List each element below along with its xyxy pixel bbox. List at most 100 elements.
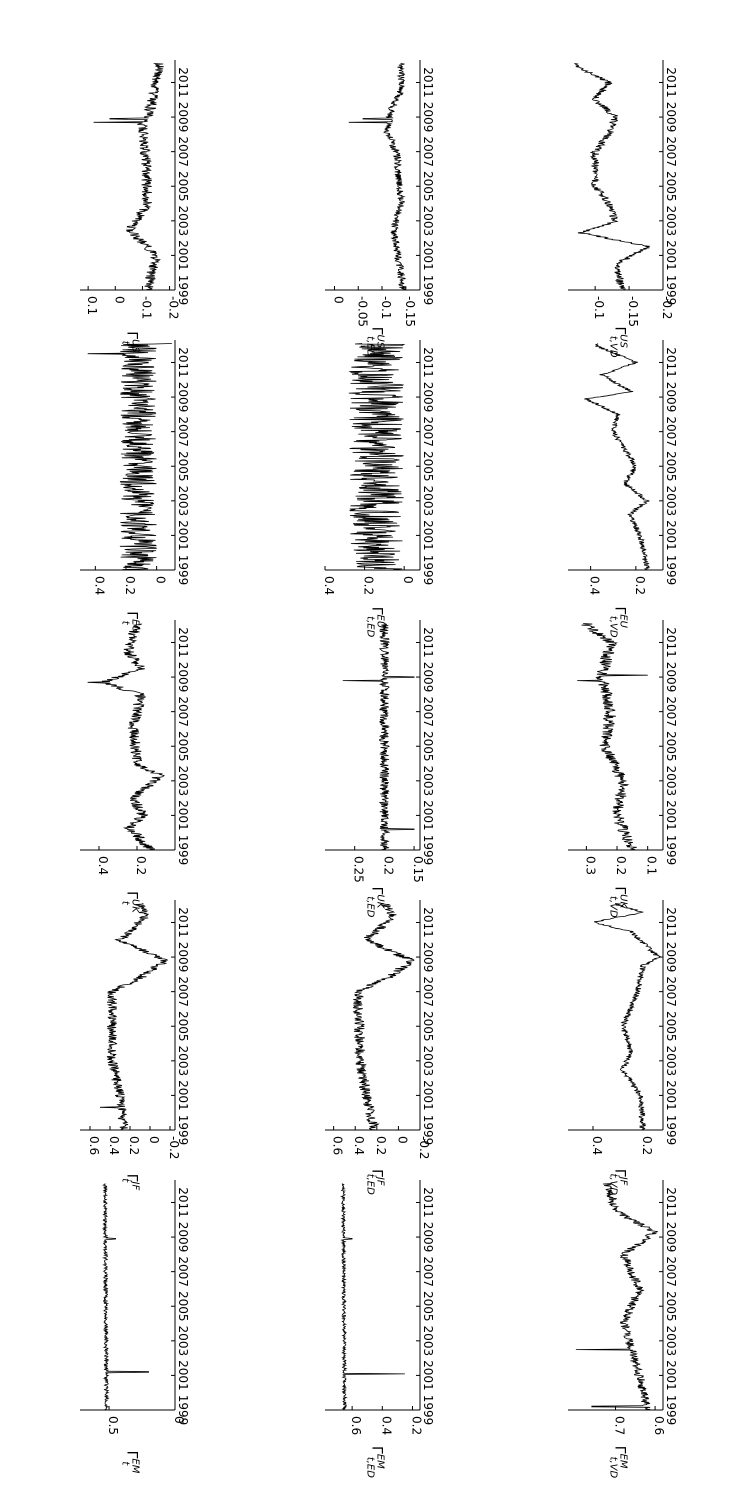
x-tick-label: 2005 (176, 451, 190, 482)
x-tick-label: 2001 (664, 520, 678, 551)
x-tick-label: 1999 (421, 835, 435, 866)
y-tick-label: 0.2 (362, 576, 376, 595)
y-tick-label: -0.05 (355, 296, 369, 327)
x-tick-label: 2003 (664, 486, 678, 517)
y-tick-label: -0.15 (403, 296, 417, 327)
x-tick-label: 2005 (421, 1291, 435, 1322)
x-tick-label: 2001 (421, 1360, 435, 1391)
x-tick-label: 2001 (664, 800, 678, 831)
x-tick-label: 2003 (664, 1326, 678, 1357)
x-tick-label: 2005 (664, 451, 678, 482)
series-line (575, 1183, 659, 1411)
series-line (340, 1183, 405, 1411)
panel-us-ted: 1999 2001 2003 2005 2007 2009 2011 0 -0.05 -0.1 -0… (325, 60, 435, 358)
x-tick-label: 2003 (176, 486, 190, 517)
x-tick-label: 2001 (421, 1080, 435, 1111)
x-tick-label: 2007 (664, 136, 678, 167)
series-line (93, 63, 164, 291)
y-tick-label: -0.1 (139, 296, 153, 319)
x-tick-label: 2011 (664, 907, 678, 938)
y-tick-label: 0 (154, 576, 168, 584)
y-tick-label: 0.4 (92, 576, 106, 595)
x-tick-label: 2009 (664, 662, 678, 693)
x-tick-label: 1999 (176, 1395, 190, 1426)
y-tick-label: 0.15 (411, 856, 425, 883)
y-tick-label: 0 (332, 296, 346, 304)
x-tick-label: 2005 (664, 731, 678, 762)
x-tick-label: 2009 (176, 1222, 190, 1253)
x-tick-label: 1999 (176, 275, 190, 306)
x-tick-label: 2011 (421, 347, 435, 378)
x-tick-label: 2011 (176, 67, 190, 98)
x-tick-label: 2005 (176, 1291, 190, 1322)
x-tick-label: 2011 (421, 1187, 435, 1218)
x-tick-label: 2009 (421, 1222, 435, 1253)
y-axis-label: ΓUKt,ED (365, 887, 386, 918)
x-tick-label: 2001 (176, 800, 190, 831)
y-axis-label: ΓUKt (120, 891, 141, 914)
x-tick-label: 2009 (664, 102, 678, 133)
x-tick-label: 2009 (176, 102, 190, 133)
x-tick-label: 2003 (421, 766, 435, 797)
y-tick-label: -0.1 (379, 296, 393, 319)
x-tick-label: 2005 (421, 171, 435, 202)
x-tick-label: 2005 (421, 731, 435, 762)
y-axis-label: ΓEUt,VD (608, 606, 629, 637)
y-tick-label: 0.6 (87, 1136, 101, 1155)
x-tick-label: 2011 (664, 627, 678, 658)
x-tick-label: 2007 (421, 1256, 435, 1287)
y-tick-label: 0.2 (127, 1136, 141, 1155)
x-tick-label: 1999 (421, 555, 435, 586)
y-tick-label: 0.4 (379, 1416, 393, 1435)
y-axis-label: ΓJFt (120, 1174, 141, 1191)
y-tick-label: 0.6 (331, 1136, 345, 1155)
y-axis-label: ΓEMt (120, 1451, 141, 1474)
y-tick-label: -0.2 (660, 296, 674, 319)
x-tick-label: 2011 (664, 67, 678, 98)
y-tick-label: 0.4 (107, 1136, 121, 1155)
panel-jf-ted: 1999 2001 2003 2005 2007 2009 2011 0.6 0.4 0.2 0 -0… (325, 900, 435, 1195)
x-tick-label: 2011 (421, 67, 435, 98)
series-line (348, 343, 406, 571)
y-axis-label: ΓUKt,VD (608, 886, 629, 918)
x-tick-label: 2003 (176, 1046, 190, 1077)
panel-em-t: 1999 2001 2003 2005 2007 2009 2011 0.5 0 ΓEMt (80, 1180, 190, 1474)
series-line (87, 343, 172, 571)
y-tick-label: 0.1 (645, 856, 659, 875)
x-tick-label: 2005 (664, 1011, 678, 1042)
x-tick-label: 2003 (664, 766, 678, 797)
x-tick-label: 2001 (664, 1360, 678, 1391)
x-tick-label: 2007 (421, 416, 435, 447)
x-tick-label: 1999 (664, 1395, 678, 1426)
x-tick-label: 2001 (176, 520, 190, 551)
y-tick-label: 0.6 (349, 1416, 363, 1435)
series-line (101, 1183, 150, 1411)
panel-uk-ted: 1999 2001 2003 2005 2007 2009 2011 0.25 0.2 0.15 Γ… (325, 620, 435, 918)
x-tick-label: 1999 (176, 1115, 190, 1146)
x-tick-label: 2001 (421, 520, 435, 551)
x-tick-label: 2007 (176, 976, 190, 1007)
x-tick-label: 2007 (176, 1256, 190, 1287)
y-tick-label: 0.4 (352, 1136, 366, 1155)
x-tick-label: 2009 (421, 942, 435, 973)
x-tick-label: 2003 (664, 206, 678, 237)
panel-em-ted: 1999 2001 2003 2005 2007 2009 2011 0.6 0.4 0.2 ΓEM… (325, 1180, 435, 1478)
x-tick-label: 2007 (176, 696, 190, 727)
y-tick-label: 0.5 (106, 1416, 120, 1435)
y-axis-label: ΓEUt (120, 611, 141, 633)
y-tick-label: 0.2 (640, 1136, 654, 1155)
y-axis-label: ΓUSt,VD (608, 326, 629, 357)
x-tick-label: 2007 (664, 976, 678, 1007)
y-tick-label: 0 (395, 1136, 409, 1144)
x-tick-label: 2001 (176, 240, 190, 271)
panel-em-tvd: 1999 2001 2003 2005 2007 2009 2011 0.7 0.6 ΓEMt,V… (568, 1180, 678, 1479)
y-tick-label: 0.4 (588, 576, 602, 595)
y-axis-label: ΓUSt,ED (365, 327, 386, 358)
y-axis-label: ΓEUt,ED (365, 607, 386, 638)
y-tick-label: -0.2 (417, 1136, 431, 1159)
x-tick-label: 2001 (664, 1080, 678, 1111)
x-tick-label: 2011 (421, 627, 435, 658)
x-tick-label: 2007 (664, 416, 678, 447)
y-axis-label: ΓEMt,ED (365, 1446, 386, 1478)
